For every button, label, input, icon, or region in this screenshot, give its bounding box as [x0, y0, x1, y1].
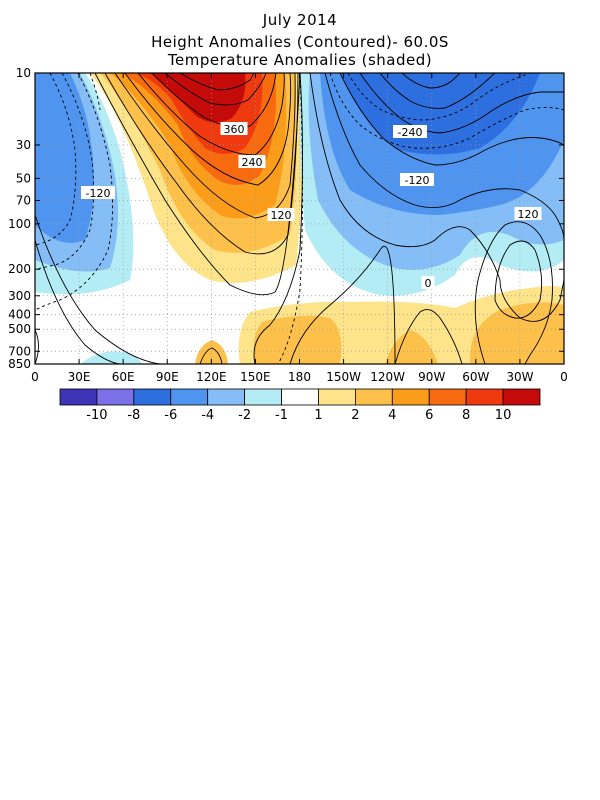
colorbar-swatch [354, 388, 393, 406]
colorbar-label: 6 [425, 408, 433, 423]
contour-label: 120 [271, 209, 292, 222]
contour-label-bg [514, 207, 542, 220]
x-tick-label: 60E [112, 370, 135, 384]
contour-label-bg [400, 173, 434, 186]
colorbar-label: 4 [388, 408, 396, 423]
y-tick-label: 10 [16, 66, 31, 80]
contour-label-bg [267, 208, 295, 221]
x-tick-label: 60W [462, 370, 489, 384]
contour-label: 0 [425, 277, 432, 290]
contour-label: -120 [405, 174, 430, 187]
chart-title-height: Height Anomalies (Contoured)- 60.0S [151, 33, 449, 51]
y-tick-label: 30 [16, 138, 31, 152]
colorbar-swatch [96, 388, 135, 406]
x-tick-label: 180 [288, 370, 311, 384]
y-tick-label: 70 [16, 193, 31, 207]
x-tick-label: 0 [560, 370, 568, 384]
x-tick-label: 90W [418, 370, 445, 384]
colorbar-label: 1 [314, 408, 322, 423]
grid-lines [35, 73, 564, 364]
contour-label-bg [393, 125, 427, 138]
temp-region-warm-lower-2b [469, 302, 564, 364]
x-tick-label: 30E [68, 370, 91, 384]
colorbar-swatch [391, 388, 430, 406]
temp-region-warm-10 [150, 73, 246, 123]
x-tick-label: 120E [196, 370, 227, 384]
contour-label: -120 [86, 187, 111, 200]
colorbar-label: 8 [462, 408, 470, 423]
colorbar-swatch [207, 388, 246, 406]
contour-label-bg [220, 122, 248, 135]
chart-title-month: July 2014 [262, 11, 338, 29]
y-tick-label: 400 [8, 308, 31, 322]
contour-label-bg [421, 276, 435, 289]
contour-label-bg [238, 155, 266, 168]
colorbar-swatch [465, 388, 504, 406]
colorbar-label: -10 [86, 408, 107, 423]
temp-region-cold-east-6 [340, 73, 540, 155]
temp-region-warm-lower-2 [253, 315, 342, 364]
contour-label-bg [81, 186, 115, 199]
y-tick-label: 700 [8, 344, 31, 358]
contour-label: 240 [242, 156, 263, 169]
contour-label-group: 360 240 120 -120 -240 -120 120 0 [81, 122, 542, 290]
y-tick-label: 200 [8, 262, 31, 276]
x-tick-label: 120W [370, 370, 405, 384]
temp-region-warm-lower-2c [195, 340, 228, 364]
temperature-shading [35, 73, 564, 364]
x-tick-label: 90E [156, 370, 179, 384]
colorbar-label: -2 [238, 408, 251, 423]
temp-region-cold-bottom [80, 351, 142, 364]
colorbar-swatch [318, 388, 356, 406]
colorbar-swatch [502, 388, 541, 406]
colorbar-swatch [281, 388, 319, 406]
contour-label: -240 [398, 126, 423, 139]
colorbar: -10 -8 -6 -4 -2 -1 1 2 4 6 8 10 [59, 388, 541, 423]
height-contours [35, 73, 564, 364]
y-tick-label: 850 [8, 357, 31, 371]
x-axis: 0 30E 60E 90E 120E 150E 180 150W 120W 90W 60W 30W 0 [31, 73, 568, 384]
x-tick-label: 150W [326, 370, 361, 384]
x-tick-label: 0 [31, 370, 39, 384]
y-tick-label: 50 [16, 171, 31, 185]
contour-label: 360 [224, 123, 245, 136]
chart-title-temperature: Temperature Anomalies (shaded) [167, 51, 433, 69]
colorbar-label: -1 [275, 408, 288, 423]
colorbar-label: -8 [127, 408, 140, 423]
colorbar-label: 10 [495, 408, 512, 423]
y-tick-label: 500 [8, 322, 31, 336]
colorbar-label: 2 [351, 408, 359, 423]
colorbar-label: -6 [164, 408, 177, 423]
colorbar-label: -4 [201, 408, 214, 423]
y-tick-label: 100 [8, 217, 31, 231]
colorbar-swatch [133, 388, 172, 406]
contour-label: 120 [518, 208, 539, 221]
colorbar-swatch [428, 388, 467, 406]
temp-region-warm-lower-2d [385, 330, 438, 364]
height-contours-negative [35, 73, 564, 364]
colorbar-swatch [170, 388, 209, 406]
x-tick-label: 30W [506, 370, 533, 384]
colorbar-swatch [244, 388, 282, 406]
x-tick-label: 150E [240, 370, 271, 384]
colorbar-swatch [59, 388, 98, 406]
y-tick-label: 300 [8, 289, 31, 303]
